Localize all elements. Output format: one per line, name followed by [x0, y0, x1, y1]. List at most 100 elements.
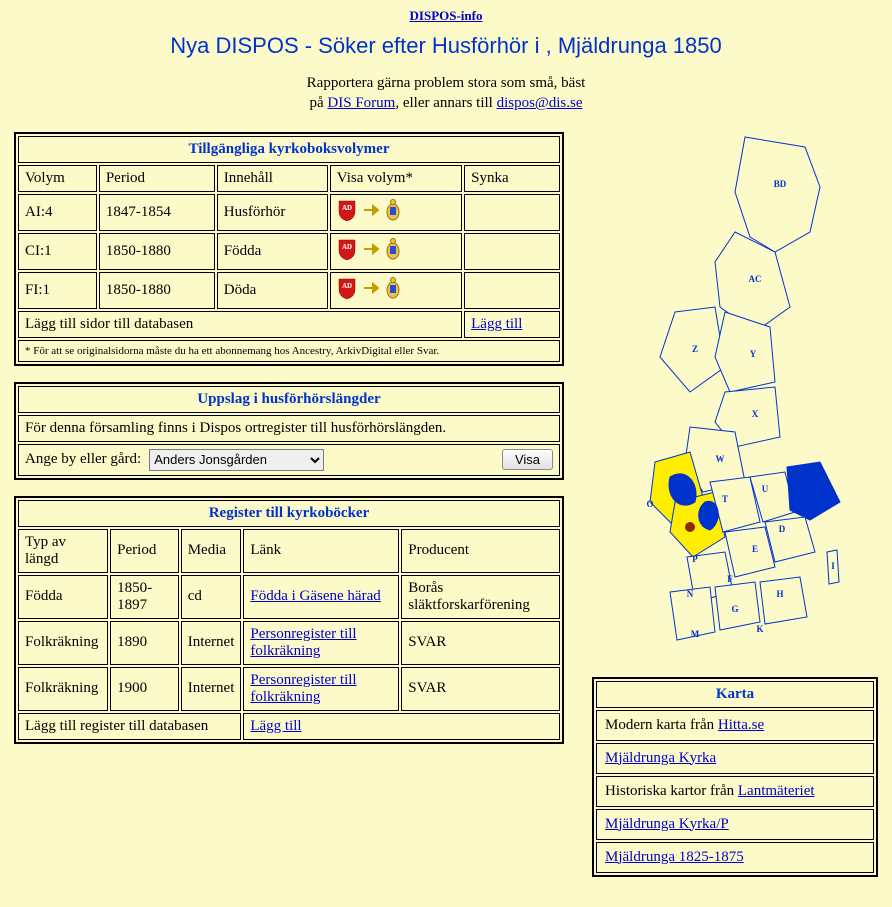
reg-period: 1850-1897: [110, 575, 179, 619]
village-select[interactable]: Anders Jonsgården: [149, 449, 324, 471]
map-region-label[interactable]: Z: [692, 344, 698, 354]
map-region-label[interactable]: W: [716, 454, 725, 464]
volumes-hdr-period: Period: [99, 165, 215, 192]
volumes-hdr-innehall: Innehåll: [217, 165, 328, 192]
map-region-label[interactable]: K: [756, 624, 763, 634]
volumes-hdr-synka: Synka: [464, 165, 560, 192]
reg-link[interactable]: Personregister till folkräkning: [250, 626, 356, 659]
table-row: Födda1850-1897cdFödda i Gäsene häradBorå…: [18, 575, 560, 619]
karta-cell: Mjäldrunga 1825-1875: [596, 842, 874, 873]
karta-link[interactable]: Mjäldrunga 1825-1875: [605, 849, 744, 865]
map-region-label[interactable]: R: [702, 519, 709, 529]
sweden-map[interactable]: BD AC Z Y X W S T U C AB D E O R P F H I N G K M: [592, 132, 878, 657]
map-region-label[interactable]: G: [731, 604, 738, 614]
map-region-label[interactable]: E: [752, 544, 758, 554]
registers-table: Register till kyrkoböcker Typ av längd P…: [14, 496, 564, 744]
vol-synka: [464, 233, 560, 270]
top-link-row: DISPOS-info: [14, 8, 878, 25]
table-row: CI:11850-1880Födda AD: [18, 233, 560, 270]
arrow-icon: [363, 204, 379, 221]
karta-link[interactable]: Lantmäteriet: [738, 783, 815, 799]
table-row: Historiska kartor från Lantmäteriet: [596, 776, 874, 807]
map-region-label[interactable]: C: [790, 479, 797, 489]
map-region-label[interactable]: I: [831, 561, 835, 571]
volumes-table: Tillgängliga kyrkoboksvolymer Volym Peri…: [14, 132, 564, 366]
reg-link[interactable]: Personregister till folkräkning: [250, 672, 356, 705]
vol-icons: AD: [330, 233, 462, 270]
vol-innehall: Husförhör: [217, 194, 328, 231]
svg-text:AD: AD: [342, 282, 352, 290]
karta-cell: Modern karta från Hitta.se: [596, 710, 874, 741]
reg-link[interactable]: Födda i Gäsene härad: [250, 588, 380, 604]
vol-innehall: Födda: [217, 233, 328, 270]
map-region-label[interactable]: S: [672, 474, 677, 484]
map-region-label[interactable]: N: [687, 589, 694, 599]
report-text: Rapportera gärna problem stora som små, …: [14, 73, 878, 114]
report-line2a: på: [310, 95, 328, 111]
ad-shield-icon[interactable]: AD: [337, 199, 357, 226]
vol-icons: AD: [330, 272, 462, 309]
table-row: Folkräkning1890InternetPersonregister ti…: [18, 621, 560, 665]
registers-hdr-lank: Länk: [243, 529, 399, 573]
volumes-add-link[interactable]: Lägg till: [471, 316, 522, 332]
table-row: Modern karta från Hitta.se: [596, 710, 874, 741]
ad-shield-icon[interactable]: AD: [337, 277, 357, 304]
dispos-info-link[interactable]: DISPOS-info: [410, 8, 483, 23]
registers-add-label: Lägg till register till databasen: [18, 713, 241, 740]
vol-synka: [464, 272, 560, 309]
registers-hdr-media: Media: [181, 529, 242, 573]
map-region-label[interactable]: X: [752, 409, 759, 419]
reg-prod: SVAR: [401, 621, 560, 665]
karta-cell: Historiska kartor från Lantmäteriet: [596, 776, 874, 807]
map-region-label[interactable]: U: [762, 484, 769, 494]
report-line2b: , eller annars till: [395, 95, 496, 111]
map-region-label[interactable]: H: [776, 589, 783, 599]
map-marker: [685, 522, 695, 532]
karta-link[interactable]: Mjäldrunga Kyrka: [605, 750, 716, 766]
map-region-label[interactable]: BD: [774, 179, 787, 189]
forum-link[interactable]: DIS Forum: [327, 95, 395, 111]
karta-cell: Mjäldrunga Kyrka: [596, 743, 874, 774]
arrow-icon: [363, 282, 379, 299]
karta-cell: Mjäldrunga Kyrka/P: [596, 809, 874, 840]
reg-media: Internet: [181, 621, 242, 665]
vol-synka: [464, 194, 560, 231]
reg-period: 1890: [110, 621, 179, 665]
report-line1: Rapportera gärna problem stora som små, …: [307, 75, 586, 91]
vol-volym: CI:1: [18, 233, 97, 270]
table-row: Mjäldrunga 1825-1875: [596, 842, 874, 873]
crest-icon[interactable]: [385, 238, 401, 265]
ad-shield-icon[interactable]: AD: [337, 238, 357, 265]
registers-add-link[interactable]: Lägg till: [250, 718, 301, 734]
map-region-label[interactable]: AB: [809, 484, 822, 494]
email-link[interactable]: dispos@dis.se: [497, 95, 583, 111]
vol-icons: AD: [330, 194, 462, 231]
map-region-label[interactable]: D: [779, 524, 786, 534]
map-region-label[interactable]: F: [727, 574, 733, 584]
map-region-label[interactable]: M: [691, 629, 700, 639]
vol-period: 1850-1880: [99, 272, 215, 309]
reg-typ: Folkräkning: [18, 667, 108, 711]
karta-link[interactable]: Hitta.se: [718, 717, 764, 733]
crest-icon[interactable]: [385, 199, 401, 226]
reg-typ: Folkräkning: [18, 621, 108, 665]
registers-hdr-typ: Typ av längd: [18, 529, 108, 573]
vol-period: 1850-1880: [99, 233, 215, 270]
map-region-label[interactable]: AC: [749, 274, 762, 284]
table-row: AI:41847-1854HusförhörAD: [18, 194, 560, 231]
map-region-label[interactable]: O: [646, 499, 653, 509]
map-region-label[interactable]: Y: [750, 349, 757, 359]
karta-link[interactable]: Mjäldrunga Kyrka/P: [605, 816, 729, 832]
volumes-hdr-volym: Volym: [18, 165, 97, 192]
vol-volym: FI:1: [18, 272, 97, 309]
reg-period: 1900: [110, 667, 179, 711]
visa-button[interactable]: Visa: [502, 449, 553, 470]
svg-text:AD: AD: [342, 204, 352, 212]
reg-media: cd: [181, 575, 242, 619]
map-region-label[interactable]: T: [722, 494, 728, 504]
vol-volym: AI:4: [18, 194, 97, 231]
crest-icon[interactable]: [385, 277, 401, 304]
vol-innehall: Döda: [217, 272, 328, 309]
map-region-label[interactable]: P: [692, 554, 698, 564]
reg-media: Internet: [181, 667, 242, 711]
